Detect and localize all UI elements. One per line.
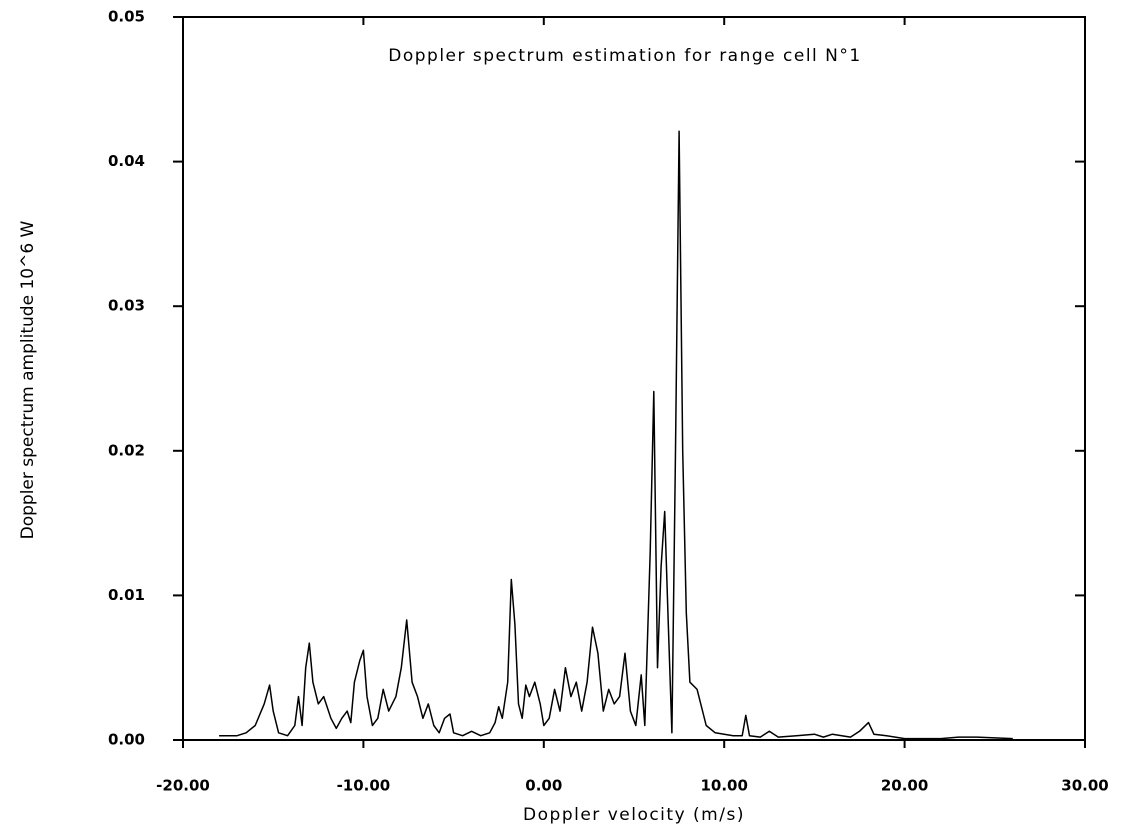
y-tick-label: 0.04 — [108, 152, 145, 170]
x-tick-label: 10.00 — [700, 777, 747, 795]
x-tick-label: -20.00 — [156, 777, 210, 795]
x-axis-label: Doppler velocity (m/s) — [523, 805, 745, 825]
y-tick-label: 0.05 — [108, 8, 145, 26]
spectrum-line — [219, 130, 1013, 740]
x-tick-label: -10.00 — [337, 777, 391, 795]
x-tick-label: 20.00 — [881, 777, 928, 795]
y-tick-label: 0.03 — [108, 297, 145, 315]
x-tick-label: 0.00 — [525, 777, 562, 795]
plot-frame — [182, 16, 1086, 741]
y-tick-label: 0.02 — [108, 441, 145, 459]
chart-title: Doppler spectrum estimation for range ce… — [388, 46, 861, 66]
y-tick-label: 0.00 — [108, 731, 145, 749]
y-axis-label: Doppler spectrum amplitude 10^6 W — [18, 220, 38, 539]
x-tick-label: 30.00 — [1061, 777, 1108, 795]
y-tick-label: 0.01 — [108, 586, 145, 604]
